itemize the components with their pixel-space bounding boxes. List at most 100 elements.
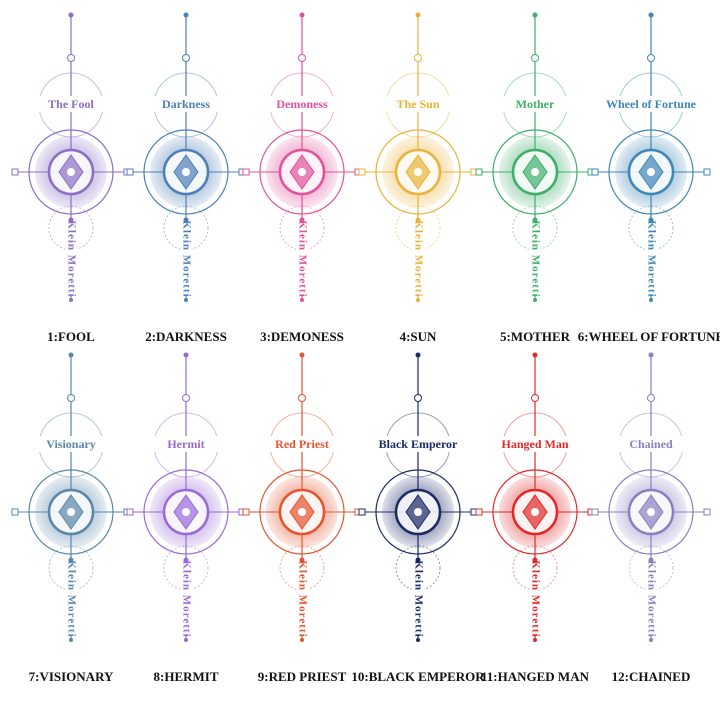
emblem-title: The Sun [396, 97, 439, 111]
title-bg [373, 96, 463, 112]
title-bg [141, 436, 231, 452]
title-bg [606, 96, 696, 112]
lower-ring [512, 205, 558, 251]
bottom-dot [649, 298, 653, 302]
top-ring [531, 394, 539, 402]
top-ring [647, 54, 655, 62]
junction-dot [415, 557, 421, 563]
top-ring [298, 394, 306, 402]
top-dot [299, 352, 305, 358]
lower-ring [163, 205, 209, 251]
signature-bg [412, 222, 424, 296]
emblem-card: Darkness Klein Moretti 2:DARKNESS [126, 12, 246, 344]
junction-dot [648, 557, 654, 563]
bottom-dot [533, 638, 537, 642]
caption: 1:FOOL [47, 329, 95, 344]
top-ring [182, 54, 190, 62]
junction-dot [183, 557, 189, 563]
emblem-title: Wheel of Fortune [606, 97, 697, 111]
bottom-dot [69, 638, 73, 642]
side-square [358, 508, 366, 516]
signature: Klein Moretti [296, 220, 308, 297]
title-bg [257, 96, 347, 112]
junction-dot [68, 557, 74, 563]
junction-dot [532, 217, 538, 223]
emblem-title: Hermit [167, 437, 204, 451]
side-square [126, 168, 134, 176]
emblem-card: Demoness Klein Moretti 3:DEMONESS [242, 12, 362, 344]
emblem-eye [647, 168, 655, 176]
signature-bg [529, 562, 541, 636]
top-ring [298, 54, 306, 62]
top-dot [299, 12, 305, 18]
emblem-card: Mother Klein Moretti 5:MOTHER [475, 12, 595, 344]
title-bg [606, 436, 696, 452]
emblem-card: Chained Klein Moretti 12:CHAINED [591, 352, 711, 684]
top-dot [532, 352, 538, 358]
junction-dot [299, 557, 305, 563]
top-ring [414, 54, 422, 62]
emblem-card: The Sun Klein Moretti 4:SUN [358, 12, 478, 344]
side-square [11, 168, 19, 176]
signature: Klein Moretti [529, 220, 541, 297]
top-ring [647, 394, 655, 402]
emblem-card: Red Priest Klein Moretti 9:RED PRIEST [242, 352, 362, 684]
signature-bg [529, 222, 541, 296]
side-square [591, 168, 599, 176]
top-dot [532, 12, 538, 18]
top-dot [415, 352, 421, 358]
side-square [242, 168, 250, 176]
side-square [126, 508, 134, 516]
top-dot [183, 12, 189, 18]
emblem-title: Visionary [46, 437, 96, 451]
lower-ring [48, 545, 94, 591]
top-ring [67, 394, 75, 402]
title-bg [490, 436, 580, 452]
emblem-eye [531, 168, 539, 176]
signature-bg [296, 222, 308, 296]
title-bg [373, 436, 463, 452]
emblem-title: Hanged Man [501, 437, 568, 451]
emblem-card: Visionary Klein Moretti 7:VISIONARY [11, 352, 131, 684]
caption: 10:BLACK EMPEROR [351, 669, 485, 684]
side-square [242, 508, 250, 516]
signature-bg [65, 562, 77, 636]
emblem-card: Hermit Klein Moretti 8:HERMIT [126, 352, 246, 684]
bottom-dot [649, 638, 653, 642]
emblem-eye [531, 508, 539, 516]
bottom-dot [184, 298, 188, 302]
signature-bg [645, 222, 657, 296]
top-dot [648, 12, 654, 18]
signature-bg [412, 562, 424, 636]
signature: Klein Moretti [645, 220, 657, 297]
lower-ring [628, 545, 674, 591]
side-square [358, 168, 366, 176]
bottom-dot [184, 638, 188, 642]
signature: Klein Moretti [296, 560, 308, 637]
top-dot [68, 352, 74, 358]
lower-ring [512, 545, 558, 591]
title-bg [26, 436, 116, 452]
lower-ring [628, 205, 674, 251]
emblem-card: Black Emperor Klein Moretti 10:BLACK EMPER… [351, 352, 485, 684]
emblem-eye [414, 508, 422, 516]
top-dot [415, 12, 421, 18]
caption: 3:DEMONESS [260, 329, 344, 344]
side-square [475, 508, 483, 516]
top-ring [67, 54, 75, 62]
lower-ring [395, 545, 441, 591]
title-bg [490, 96, 580, 112]
title-bg [141, 96, 231, 112]
junction-dot [648, 217, 654, 223]
emblem-card: Hanged Man Klein Moretti 11:HANGED MAN [475, 352, 595, 684]
caption: 8:HERMIT [154, 669, 219, 684]
caption: 12:CHAINED [612, 669, 691, 684]
emblem-title: Chained [629, 437, 673, 451]
emblem-title: Mother [516, 97, 555, 111]
signature-bg [180, 222, 192, 296]
junction-dot [68, 217, 74, 223]
emblem-title: Black Emperor [379, 437, 458, 451]
top-dot [648, 352, 654, 358]
